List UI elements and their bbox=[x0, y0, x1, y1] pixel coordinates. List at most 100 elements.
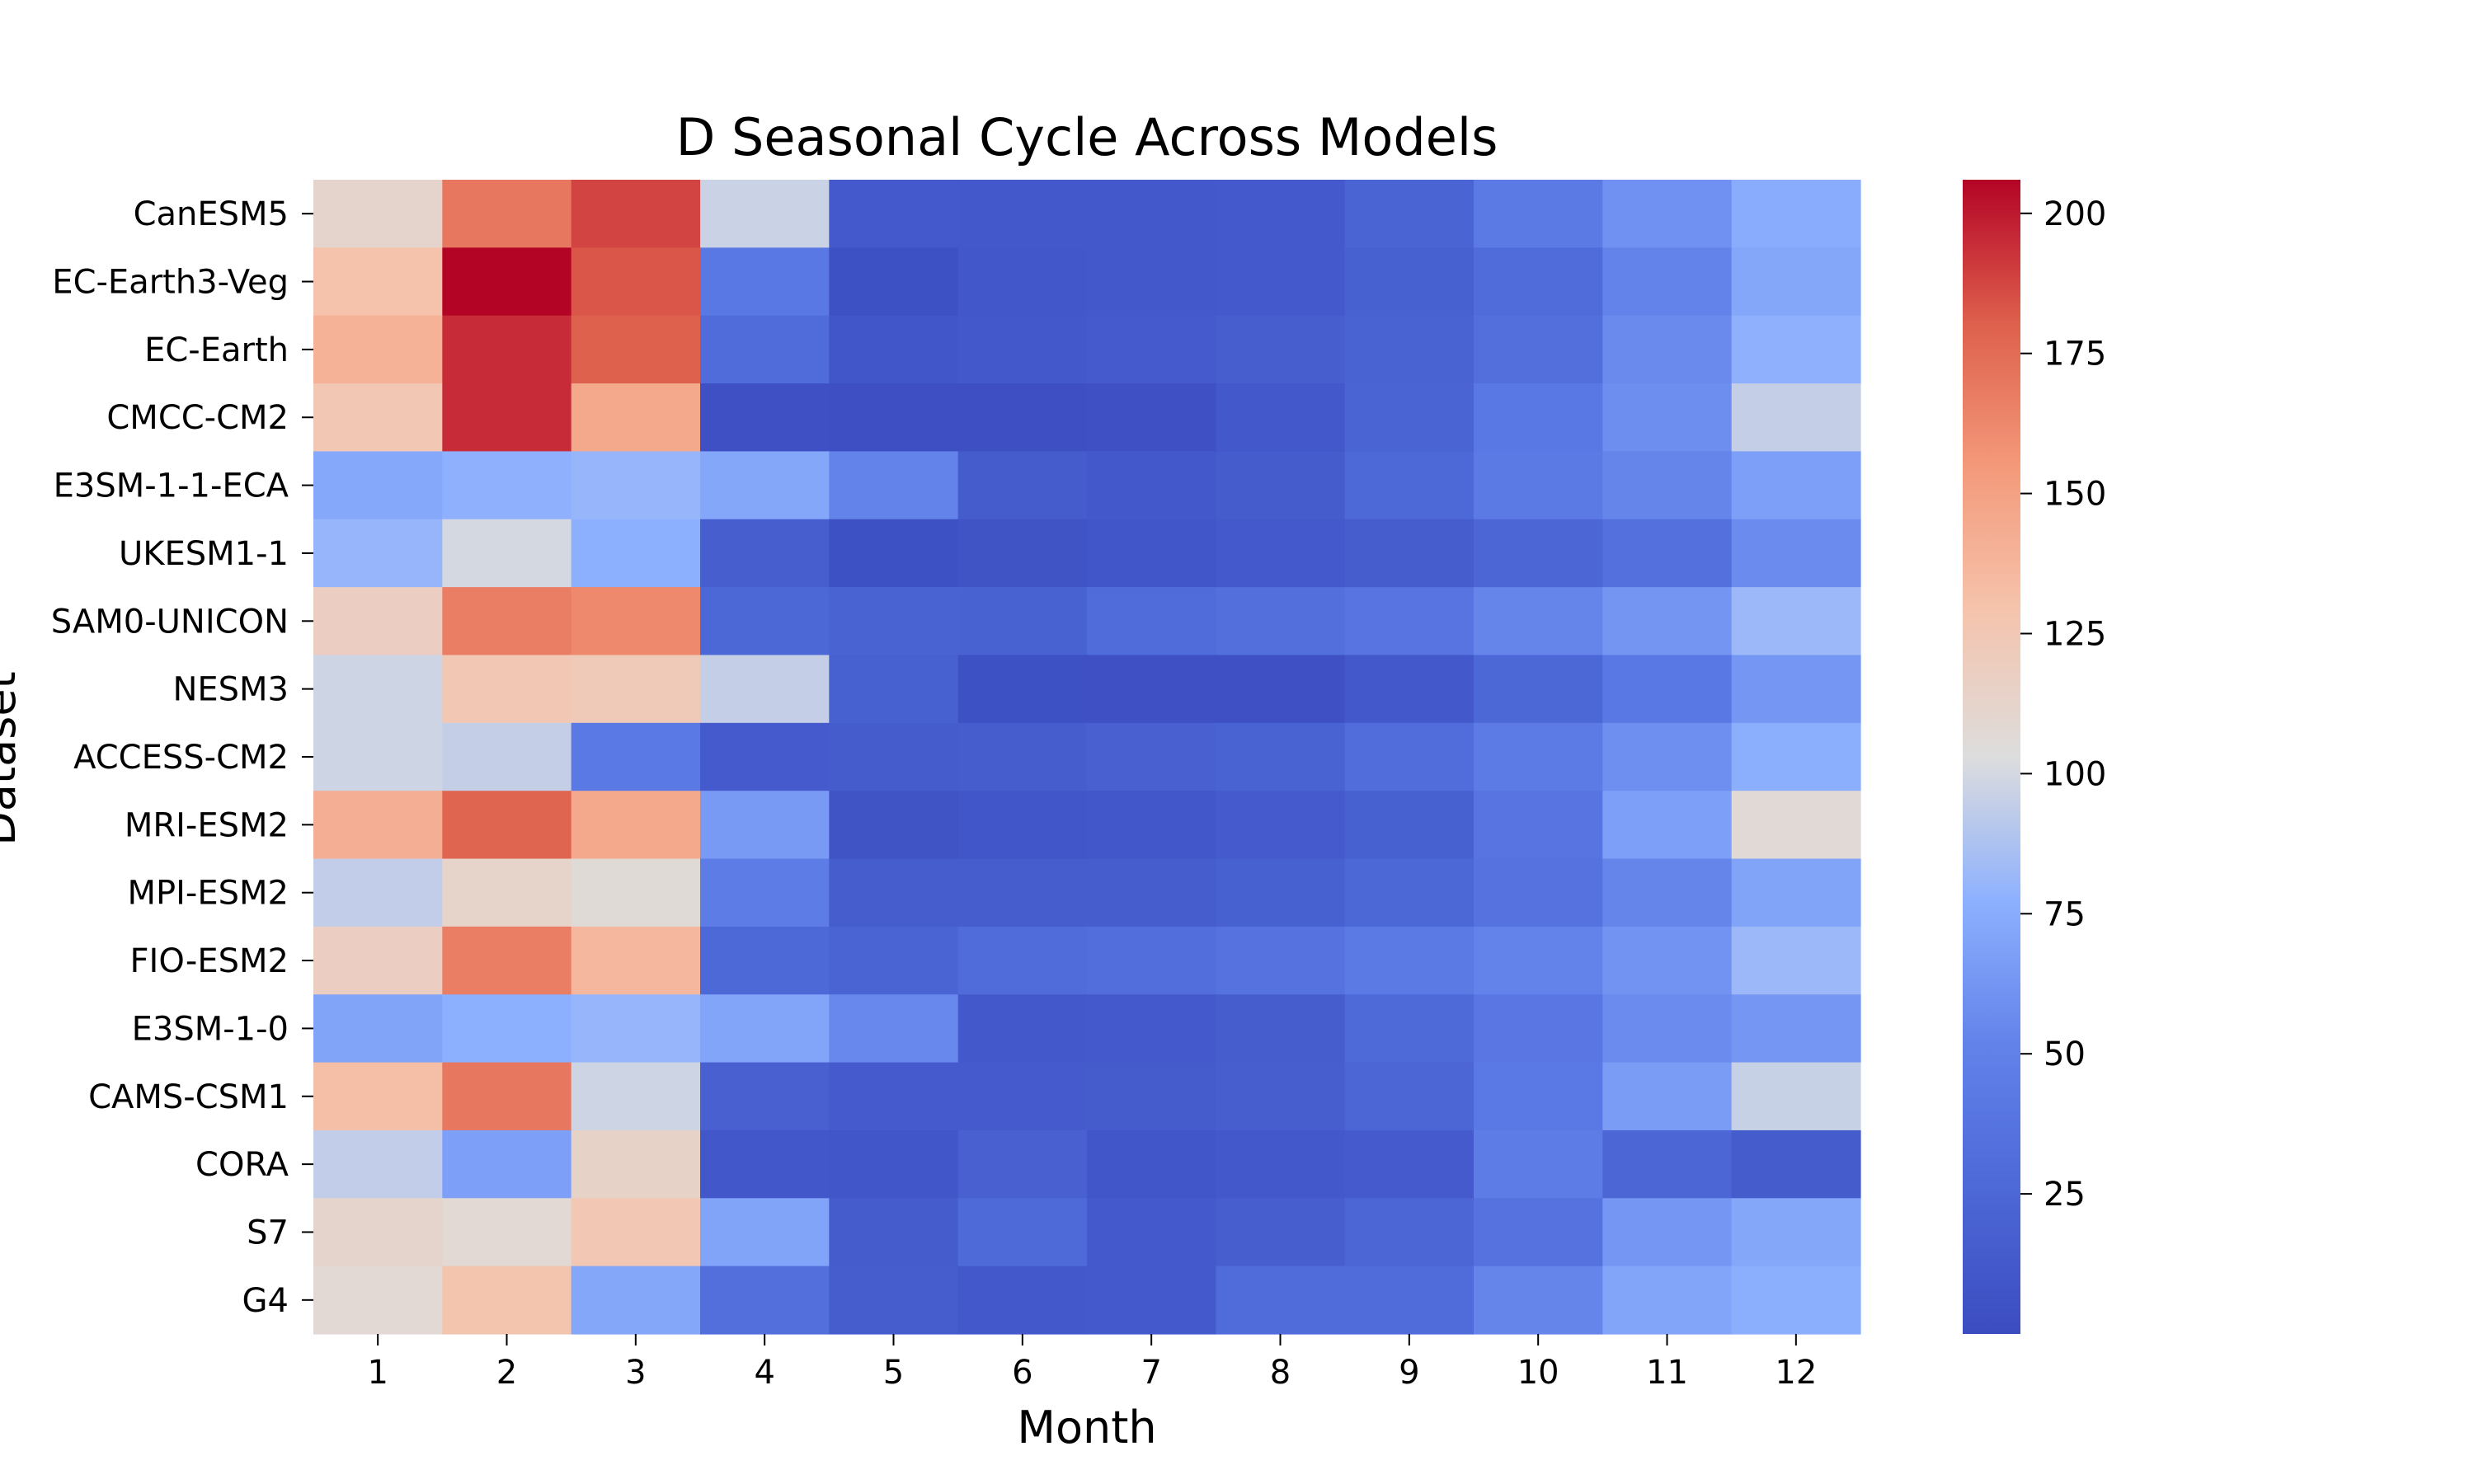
heatmap-cell bbox=[700, 1062, 830, 1131]
heatmap-cell bbox=[1602, 1129, 1733, 1199]
heatmap-cell bbox=[1344, 519, 1475, 588]
heatmap-cell bbox=[1087, 1266, 1216, 1335]
heatmap-cell bbox=[442, 926, 572, 995]
y-tick-label: CORA bbox=[195, 1146, 289, 1184]
heatmap-cell bbox=[442, 315, 572, 384]
heatmap-cell bbox=[1731, 655, 1861, 724]
heatmap-cell bbox=[1087, 926, 1216, 995]
heatmap-cell bbox=[1731, 926, 1861, 995]
heatmap-cell bbox=[1731, 247, 1861, 317]
heatmap-cell bbox=[700, 451, 830, 520]
heatmap-cell bbox=[957, 1198, 1088, 1267]
y-tick-label: CanESM5 bbox=[134, 195, 289, 233]
heatmap-cell bbox=[1602, 1198, 1733, 1267]
heatmap-cell bbox=[1087, 247, 1216, 317]
heatmap-cell bbox=[1216, 1062, 1346, 1131]
heatmap-cell bbox=[700, 858, 830, 928]
heatmap-cell bbox=[1216, 587, 1346, 656]
colorbar-gradient bbox=[1963, 180, 2020, 1334]
heatmap-cell bbox=[1474, 519, 1603, 588]
heatmap-cell bbox=[700, 247, 830, 317]
heatmap-cell bbox=[1087, 451, 1216, 520]
heatmap-cell bbox=[1344, 655, 1475, 724]
heatmap-cell bbox=[1087, 858, 1216, 928]
heatmap-cell bbox=[1344, 1198, 1475, 1267]
heatmap-cell bbox=[1474, 247, 1603, 317]
x-tick-label: 1 bbox=[367, 1354, 388, 1392]
heatmap-cell bbox=[1602, 180, 1733, 248]
heatmap-cell bbox=[700, 587, 830, 656]
heatmap-cell bbox=[1731, 519, 1861, 588]
heatmap-cell bbox=[313, 587, 443, 656]
heatmap-cell bbox=[957, 180, 1088, 248]
heatmap-cell bbox=[700, 1198, 830, 1267]
heatmap-cell bbox=[829, 587, 959, 656]
x-tick-label: 10 bbox=[1517, 1354, 1559, 1392]
heatmap-cell bbox=[1602, 315, 1733, 384]
y-axis: CanESM5 EC-Earth3-Veg EC-Earth CMCC-CM2 E3SM… bbox=[51, 195, 313, 1320]
heatmap-cell bbox=[1344, 1062, 1475, 1131]
heatmap-cell bbox=[1731, 858, 1861, 928]
heatmap-cell bbox=[1344, 383, 1475, 453]
heatmap-cell bbox=[829, 722, 959, 791]
heatmap-cell bbox=[1344, 1129, 1475, 1199]
heatmap-cell bbox=[313, 994, 443, 1064]
heatmap-cell bbox=[1602, 994, 1733, 1064]
y-tick-label: CMCC-CM2 bbox=[106, 399, 289, 437]
heatmap-cell bbox=[1474, 994, 1603, 1064]
y-tick-label: S7 bbox=[247, 1214, 289, 1252]
heatmap-cells bbox=[313, 180, 1861, 1335]
heatmap-cell bbox=[571, 722, 701, 791]
heatmap-cell bbox=[571, 180, 701, 248]
heatmap-cell bbox=[571, 587, 701, 656]
heatmap-cell bbox=[313, 655, 443, 724]
heatmap-cell bbox=[700, 791, 830, 860]
heatmap-cell bbox=[571, 655, 701, 724]
heatmap-cell bbox=[957, 587, 1088, 656]
y-tick-label: UKESM1-1 bbox=[119, 535, 289, 573]
heatmap-cell bbox=[442, 519, 572, 588]
heatmap-cell bbox=[1344, 180, 1475, 248]
colorbar-tick-label: 150 bbox=[2044, 476, 2106, 514]
heatmap-cell bbox=[1344, 451, 1475, 520]
heatmap-cell bbox=[571, 791, 701, 860]
colorbar-tick-label: 25 bbox=[2044, 1176, 2086, 1214]
heatmap-cell bbox=[1731, 180, 1861, 248]
heatmap-cell bbox=[1344, 994, 1475, 1064]
heatmap-cell bbox=[1087, 655, 1216, 724]
colorbar: 25 50 75 100 125 150 175 200 bbox=[1963, 180, 2106, 1334]
heatmap-cell bbox=[1216, 791, 1346, 860]
heatmap-cell bbox=[1602, 858, 1733, 928]
heatmap-cell bbox=[829, 519, 959, 588]
x-tick-label: 3 bbox=[625, 1354, 646, 1392]
heatmap-cell bbox=[1602, 451, 1733, 520]
heatmap-cell bbox=[1602, 655, 1733, 724]
heatmap-cell bbox=[1602, 519, 1733, 588]
y-tick-label: MRI-ESM2 bbox=[125, 806, 289, 844]
heatmap-cell bbox=[571, 1129, 701, 1199]
heatmap-cell bbox=[1731, 451, 1861, 520]
heatmap-cell bbox=[700, 655, 830, 724]
heatmap-cell bbox=[1731, 315, 1861, 384]
heatmap-cell bbox=[1474, 722, 1603, 791]
colorbar-tick-label: 75 bbox=[2044, 895, 2086, 933]
y-tick-label: MPI-ESM2 bbox=[128, 875, 289, 913]
heatmap-cell bbox=[829, 1062, 959, 1131]
heatmap-cell bbox=[442, 383, 572, 453]
heatmap-cell bbox=[1216, 519, 1346, 588]
heatmap-cell bbox=[700, 180, 830, 248]
heatmap-cell bbox=[957, 858, 1088, 928]
heatmap-cell bbox=[1087, 519, 1216, 588]
heatmap-cell bbox=[1602, 926, 1733, 995]
heatmap-cell bbox=[829, 315, 959, 384]
heatmap-cell bbox=[571, 383, 701, 453]
heatmap-cell bbox=[1731, 1266, 1861, 1335]
heatmap-cell bbox=[1731, 994, 1861, 1064]
heatmap-cell bbox=[313, 722, 443, 791]
heatmap-cell bbox=[442, 587, 572, 656]
heatmap-cell bbox=[829, 451, 959, 520]
heatmap-cell bbox=[313, 519, 443, 588]
heatmap-cell bbox=[700, 315, 830, 384]
heatmap-cell bbox=[957, 926, 1088, 995]
heatmap-cell bbox=[1216, 926, 1346, 995]
